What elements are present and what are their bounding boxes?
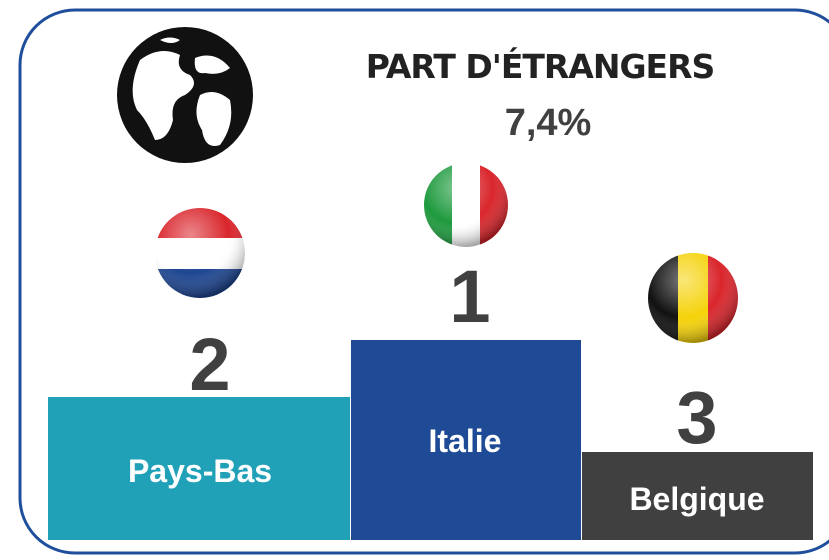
- flag-netherlands: [155, 208, 245, 298]
- globe-icon: [117, 27, 253, 163]
- rank: 2: [189, 323, 230, 406]
- country-label: Italie: [429, 423, 502, 459]
- flag-italy: [424, 163, 508, 247]
- country-label: Belgique: [629, 481, 764, 517]
- podium-block: [582, 452, 813, 540]
- country-label: Pays-Bas: [128, 453, 272, 489]
- frame: [18, 8, 829, 555]
- value: 7,4%: [505, 102, 592, 144]
- podium-block: [48, 397, 350, 540]
- podium-block: [351, 340, 581, 540]
- rank: 1: [449, 255, 490, 338]
- rank: 3: [676, 376, 717, 459]
- flag-belgium: [648, 253, 738, 343]
- title: PART D'ÉTRANGERS: [366, 46, 715, 86]
